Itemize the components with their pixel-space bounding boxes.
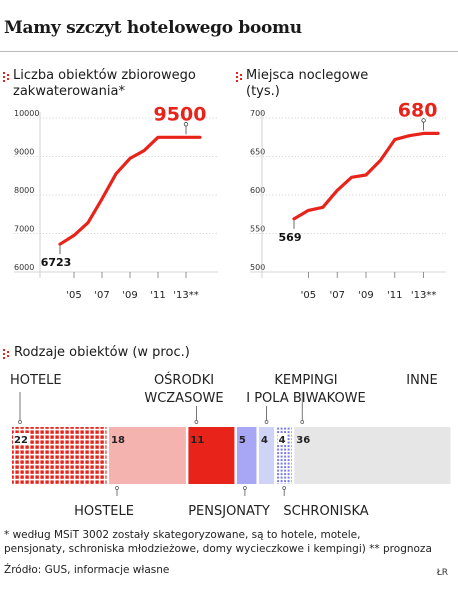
chart2-series-line: [292, 131, 440, 221]
footnote-line: * według MSiT 3002 zostały skategoryzowa…: [4, 529, 361, 541]
bar-segment: [109, 427, 186, 484]
bar-value-label-bg: [13, 433, 29, 445]
bar-category-label: KEMPINGI: [274, 373, 337, 388]
bar-leader-dot: [300, 420, 305, 424]
bullet-dots-icon: [3, 72, 10, 82]
bar-value-label: 18: [111, 435, 125, 446]
bar-leader-dot: [194, 420, 199, 424]
chart2-x-tick-label: '11: [387, 290, 402, 301]
chart2-x-tick-label: '05: [301, 290, 316, 301]
top-divider: [0, 51, 458, 52]
chart2-y-tick-label: 600: [250, 186, 265, 195]
bar-leader-dot: [282, 486, 287, 490]
bar-value-label: 4: [261, 435, 268, 446]
chart1-end-label: 9500: [154, 103, 207, 125]
chart1-y-tick-label: 6000: [14, 263, 34, 272]
bar-value-label: 11: [190, 435, 204, 446]
chart1-series-line: [58, 135, 202, 246]
footnote-line: pensjonaty, schroniska młodzieżowe, domy…: [4, 543, 432, 555]
chart2-title-line: Miejsca noclegowe: [246, 68, 369, 83]
chart2-y-tick-label: 700: [250, 109, 265, 118]
author-credit: ŁR: [436, 568, 448, 578]
bar-category-label: INNE: [406, 373, 438, 388]
bar-category-label: SCHRONISKA: [283, 504, 368, 519]
chart1-y-tick-label: 8000: [14, 186, 34, 195]
chart1-x-tick-label: '05: [66, 290, 81, 301]
chart1-title-line: Liczba obiektów zbiorowego: [13, 68, 196, 83]
chart2-y-tick-label: 550: [250, 225, 265, 234]
bar-value-label-bg: [277, 433, 287, 445]
bar-category-label: PENSJONATY: [188, 504, 270, 519]
bar-value-label: 4: [279, 435, 286, 446]
chart2-title: Miejsca noclegowe (tys.): [246, 68, 368, 100]
chart2-x-tick-label: '09: [358, 290, 373, 301]
chart1-y-tick-label: 10000: [14, 109, 39, 118]
bullet-dots-icon: [3, 349, 10, 359]
chart2-end-label: 680: [398, 99, 438, 121]
bar-segment: [258, 427, 275, 484]
bar-leader-dot: [264, 420, 269, 424]
bar-segment: [294, 427, 451, 484]
chart1-x-tick-label: '13**: [173, 290, 198, 301]
bar-segment: [236, 427, 257, 484]
chart2-end-marker-dot: [421, 118, 426, 123]
bar-category-label: HOTELE: [10, 373, 62, 388]
bar-leader-dot: [243, 486, 247, 490]
chart2-start-label: 569: [279, 231, 302, 244]
bar-category-label: WCZASOWE: [144, 391, 223, 406]
chart1-end-marker-dot: [183, 122, 189, 127]
chart2-y-tick-label: 650: [250, 148, 265, 157]
source-note: Źródło: GUS, informacje własne: [4, 564, 170, 576]
bar-value-label: 5: [239, 435, 246, 446]
bar-category-label: HOSTELE: [74, 504, 134, 519]
chart2-y-tick-label: 500: [250, 263, 265, 272]
chart1-title: Liczba obiektów zbiorowego zakwaterowani…: [13, 68, 196, 100]
chart1-x-tick-label: '07: [94, 290, 109, 301]
chart1-start-label: 6723: [41, 256, 72, 269]
chart1-y-tick-label: 9000: [14, 148, 34, 157]
bullet-dots-icon: [236, 72, 243, 82]
bar-category-label: I POLA BIWAKOWE: [246, 391, 366, 406]
chart3-title: Rodzaje obiektów (w proc.): [14, 345, 190, 360]
bar-leader-dot: [18, 420, 22, 424]
bar-segment: [188, 427, 235, 484]
chart2-x-tick-label: '07: [329, 290, 344, 301]
bar-category-label: OŚRODKI: [154, 372, 214, 388]
chart2-x-tick-label: '13**: [411, 290, 436, 301]
chart1-y-tick-label: 7000: [14, 225, 34, 234]
chart1-x-tick-label: '11: [150, 290, 165, 301]
chart2-title-line: (tys.): [246, 84, 280, 99]
bar-leader-dot: [115, 486, 119, 490]
bar-value-label: 22: [14, 435, 28, 446]
bar-value-label: 36: [296, 435, 310, 446]
page-title: Mamy szczyt hotelowego boomu: [4, 18, 302, 38]
chart1-title-line: zakwaterowania*: [13, 84, 125, 99]
chart1-x-tick-label: '09: [122, 290, 137, 301]
